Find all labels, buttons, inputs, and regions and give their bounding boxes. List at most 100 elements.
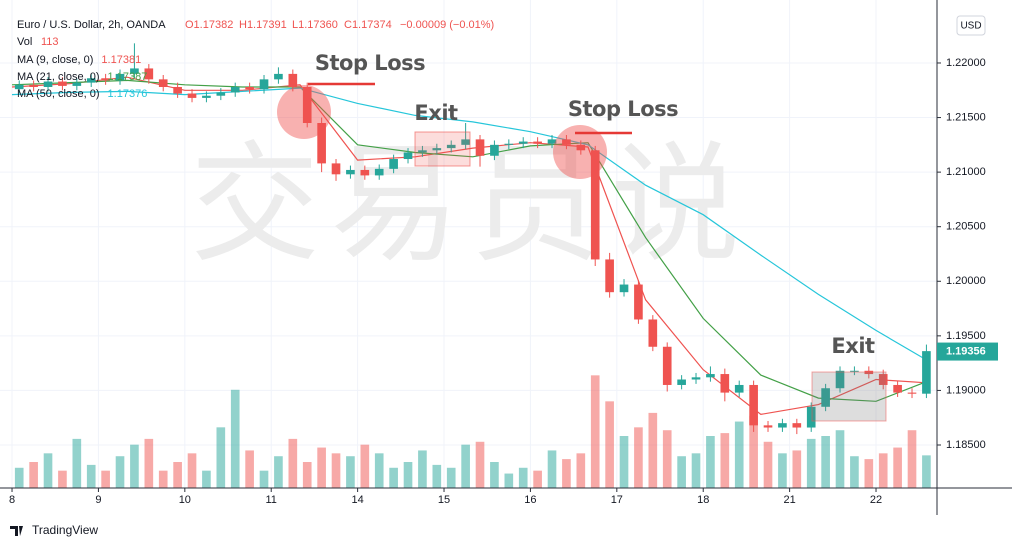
last-price-label: 1.19356: [946, 345, 986, 357]
volume-bar: [461, 444, 470, 488]
currency-box[interactable]: [956, 15, 986, 36]
volume-bar: [158, 470, 168, 488]
candle-body: [720, 374, 730, 393]
candle-body: [634, 284, 643, 320]
candle-body: [922, 351, 931, 394]
volume-bar: [907, 430, 917, 488]
legend-value: 1.17376: [108, 88, 148, 100]
volume-bar: [835, 430, 845, 488]
candle-body: [806, 406, 816, 428]
brand: TradingView: [32, 523, 98, 537]
volume-bar: [518, 467, 528, 488]
y-tick-label: 1.19000: [946, 384, 986, 396]
candles: [14, 43, 931, 435]
volume-bar: [14, 467, 24, 488]
candle-body: [792, 423, 802, 428]
candle-body: [749, 384, 758, 426]
x-tick-label: 18: [697, 494, 709, 506]
candle-body: [72, 82, 82, 86]
candle-body: [331, 163, 341, 175]
candle-body: [43, 81, 53, 87]
volume-bar: [43, 453, 53, 488]
volume-bar: [317, 447, 326, 488]
candle-body: [302, 86, 312, 124]
axes: 1.18500 1.19000 1.19500 1.20000 1.20500 1.210…: [9, 57, 998, 506]
candle-body: [605, 259, 614, 293]
candle-body: [490, 144, 499, 156]
candle-body: [562, 139, 571, 145]
volume-bar: [576, 453, 586, 488]
x-tick-label: 8: [9, 494, 15, 506]
volume-label: Vol: [17, 36, 32, 48]
stop-loss-marker: [553, 125, 607, 179]
currency[interactable]: USD: [960, 21, 981, 32]
volume-bar: [130, 444, 139, 488]
legend-label: MA (21, close, 0): [17, 71, 100, 83]
candle-body: [576, 144, 586, 151]
y-tick-label: 1.19500: [946, 330, 986, 342]
last-price-tag: [937, 342, 998, 361]
volume-bar: [922, 455, 931, 488]
candle-body: [418, 150, 427, 153]
y-tick-label: 1.22000: [946, 57, 986, 69]
candle-body: [101, 78, 110, 81]
x-tick-label: 17: [611, 494, 623, 506]
volume-bar: [792, 450, 802, 488]
volume-bar: [547, 450, 557, 488]
volume-bar: [806, 438, 816, 488]
x-tick-label: 16: [524, 494, 536, 506]
volume-bar: [691, 453, 701, 488]
legend-label: MA (50, close, 0): [17, 88, 100, 100]
volume-bar: [821, 436, 830, 488]
x-tick-label: 9: [95, 494, 101, 506]
candle-body: [619, 284, 629, 293]
legend-value: 1.17387: [108, 71, 148, 83]
volume-bar: [288, 438, 298, 488]
candle-body: [850, 370, 859, 372]
candle-body: [547, 139, 557, 144]
candle-body: [734, 384, 744, 393]
volume-bar: [418, 450, 427, 488]
y-tick-label: 1.21500: [946, 111, 986, 123]
candle-body: [475, 139, 485, 156]
candle-body: [691, 377, 701, 380]
x-tick-label: 11: [266, 494, 277, 506]
annotation: Exit: [831, 334, 875, 358]
volume-bar: [389, 467, 398, 488]
candle-body: [403, 152, 413, 160]
volume-bar: [734, 421, 744, 488]
candle-body: [778, 423, 787, 428]
symbol: Euro / U.S. Dollar, 2h, OANDA: [17, 19, 166, 31]
volume-bar: [662, 430, 672, 488]
candle-body: [216, 92, 226, 96]
candle-body: [389, 159, 398, 169]
volume-bar: [763, 441, 773, 488]
volume-bar: [86, 464, 96, 488]
volume-bars: [14, 375, 931, 488]
ohlc-close: C1.17374: [344, 19, 392, 31]
y-tick-label: 1.20500: [946, 221, 986, 233]
candle-body: [245, 86, 254, 90]
grid: [0, 0, 937, 488]
candle-body: [86, 78, 96, 83]
volume-bar: [864, 459, 874, 488]
legend-label: MA (9, close, 0): [17, 54, 93, 66]
candle-body: [115, 73, 125, 81]
brand-logo: [10, 526, 23, 536]
volume-bar: [202, 470, 211, 488]
volume-bar: [720, 433, 730, 488]
volume-bar: [331, 453, 341, 488]
candle-body: [202, 95, 211, 98]
volume-bar: [562, 459, 571, 488]
candle-body: [878, 374, 888, 385]
volume-bar: [778, 453, 787, 488]
candle-body: [504, 143, 514, 145]
volume-bar: [29, 462, 38, 488]
volume-bar: [706, 436, 715, 488]
x-tick-label: 22: [870, 494, 882, 506]
candle-body: [346, 169, 355, 175]
volume-bar: [187, 453, 197, 488]
volume-bar: [475, 441, 485, 488]
